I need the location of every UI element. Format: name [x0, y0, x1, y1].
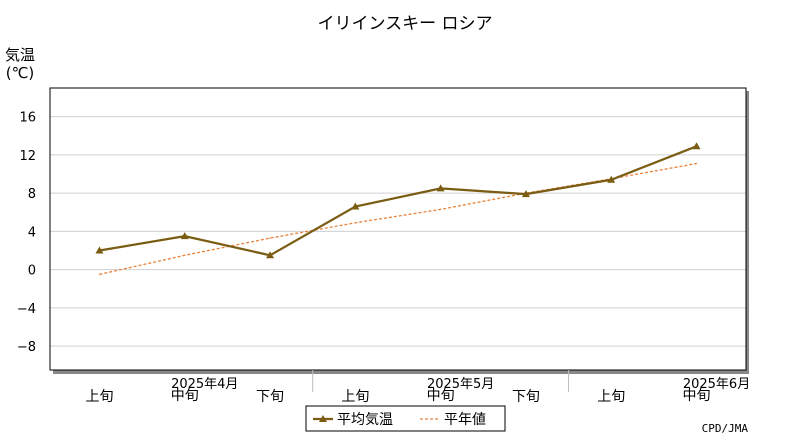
normal-point: [695, 162, 698, 165]
x-category-label: 上旬: [85, 389, 113, 405]
average-point: [521, 190, 530, 198]
legend: 平均気温 平年値: [305, 405, 506, 432]
average-point: [180, 232, 189, 240]
y-tick-label: 16: [19, 111, 36, 126]
average-point: [436, 184, 445, 192]
normal-point: [184, 254, 186, 256]
plot-frame: [49, 87, 747, 371]
legend-normal-label: 平年値: [444, 412, 486, 428]
x-category-label: 中旬: [427, 388, 455, 404]
normal-point: [440, 208, 442, 211]
y-tick-label: 8: [28, 187, 36, 202]
average-point: [95, 246, 104, 254]
series-average: [95, 142, 701, 259]
y-tick-label: 4: [28, 225, 36, 240]
y-tick-label: 12: [19, 149, 36, 164]
average-point: [607, 175, 616, 183]
y-axis-unit: (℃): [6, 64, 35, 82]
average-point: [351, 202, 360, 210]
x-category-label: 中旬: [683, 388, 711, 404]
normal-point: [98, 273, 101, 276]
x-category-label: 下旬: [512, 389, 540, 405]
legend-box: [305, 405, 506, 432]
y-tick-label: 0: [28, 264, 36, 279]
legend-average-label: 平均気温: [337, 412, 393, 428]
average-point: [266, 251, 275, 259]
grid-lines: [49, 87, 747, 392]
x-category-label: 中旬: [171, 388, 199, 404]
x-category-labels: 上旬 中旬 下旬 上旬 中旬 下旬 上旬 中旬: [85, 388, 710, 405]
y-axis-label: 気温: [5, 46, 35, 64]
x-category-label: 上旬: [341, 389, 369, 405]
x-month-labels: 2025年4月 2025年5月 2025年6月: [171, 377, 750, 392]
credit: CPD/JMA: [702, 422, 749, 435]
x-category-label: 下旬: [256, 389, 284, 405]
normal-point: [354, 222, 356, 224]
y-tick-label: −8: [17, 340, 36, 355]
average-point: [692, 142, 701, 150]
y-tick-label: −4: [17, 302, 36, 317]
x-month-label: 2025年4月: [171, 377, 238, 392]
x-category-label: 上旬: [597, 389, 625, 405]
y-tick-labels: 16 12 8 4 0 −4 −8: [17, 111, 36, 355]
chart-title: イリインスキー ロシア: [317, 14, 492, 34]
legend-average-marker: [319, 415, 327, 422]
plot-area: [50, 88, 746, 370]
normal-point: [269, 237, 271, 239]
x-month-label: 2025年6月: [683, 377, 750, 392]
average-line: [99, 145, 697, 257]
x-month-label: 2025年5月: [427, 377, 494, 392]
